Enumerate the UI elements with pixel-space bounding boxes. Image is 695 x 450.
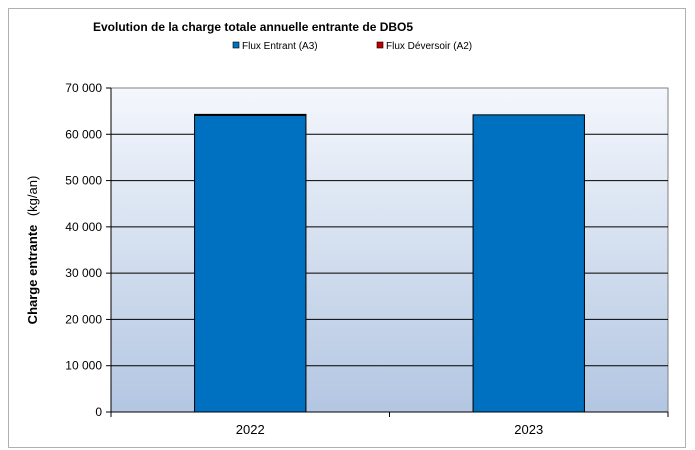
- y-tick-label: 30 000: [65, 266, 102, 280]
- chart-legend: Flux Entrant (A3) Flux Déversoir (A2): [233, 41, 472, 52]
- bar-flux-entrant: [473, 115, 584, 412]
- chart-frame: Evolution de la charge totale annuelle e…: [8, 8, 686, 448]
- legend-label: Flux Déversoir (A2): [386, 41, 472, 52]
- y-tick-label: 40 000: [65, 220, 102, 234]
- chart-svg: Evolution de la charge totale annuelle e…: [9, 9, 687, 449]
- y-tick-label: 70 000: [65, 81, 102, 95]
- y-tick-label: 10 000: [65, 359, 102, 373]
- x-ticks: 2022 2023: [111, 412, 668, 437]
- y-axis-label: Charge entrante (kg/an): [24, 176, 41, 325]
- y-axis-label-main: Charge entrante: [25, 225, 40, 325]
- bar-flux-entrant: [195, 115, 306, 412]
- y-axis-label-unit: (kg/an): [25, 176, 40, 216]
- legend-swatch: [233, 42, 239, 48]
- y-ticks: 0 10 000 20 000 30 000 40 000 50 000 60 000 70 …: [65, 81, 111, 419]
- y-tick-label: 50 000: [65, 174, 102, 188]
- chart-title: Evolution de la charge totale annuelle e…: [93, 20, 413, 34]
- y-tick-label: 60 000: [65, 127, 102, 141]
- y-tick-label: 20 000: [65, 312, 102, 326]
- legend-swatch: [377, 42, 383, 48]
- bar-flux-deversoir: [195, 114, 306, 115]
- x-tick-label: 2022: [236, 422, 265, 437]
- legend-label: Flux Entrant (A3): [242, 41, 318, 52]
- y-tick-label: 0: [95, 405, 102, 419]
- x-tick-label: 2023: [514, 422, 543, 437]
